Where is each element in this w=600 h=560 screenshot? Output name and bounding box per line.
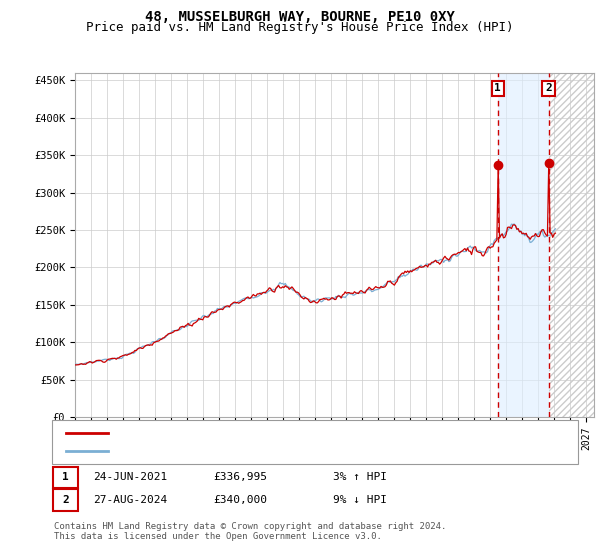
Text: HPI: Average price, detached house, South Kesteven: HPI: Average price, detached house, Sout… [114,446,427,456]
Text: 24-JUN-2021: 24-JUN-2021 [93,472,167,482]
Text: 2: 2 [62,494,69,505]
Text: Price paid vs. HM Land Registry's House Price Index (HPI): Price paid vs. HM Land Registry's House … [86,21,514,34]
Text: 48, MUSSELBURGH WAY, BOURNE, PE10 0XY (detached house): 48, MUSSELBURGH WAY, BOURNE, PE10 0XY (d… [114,428,452,438]
Text: 3% ↑ HPI: 3% ↑ HPI [333,472,387,482]
Text: 1: 1 [494,83,501,94]
Text: Contains HM Land Registry data © Crown copyright and database right 2024.
This d: Contains HM Land Registry data © Crown c… [54,522,446,542]
Text: 48, MUSSELBURGH WAY, BOURNE, PE10 0XY: 48, MUSSELBURGH WAY, BOURNE, PE10 0XY [145,10,455,24]
Bar [548,73,594,417]
Text: 9% ↓ HPI: 9% ↓ HPI [333,494,387,505]
Text: £336,995: £336,995 [213,472,267,482]
Text: 27-AUG-2024: 27-AUG-2024 [93,494,167,505]
Text: £340,000: £340,000 [213,494,267,505]
Text: 2: 2 [545,83,552,94]
Text: 1: 1 [62,472,69,482]
Bar [498,73,548,417]
